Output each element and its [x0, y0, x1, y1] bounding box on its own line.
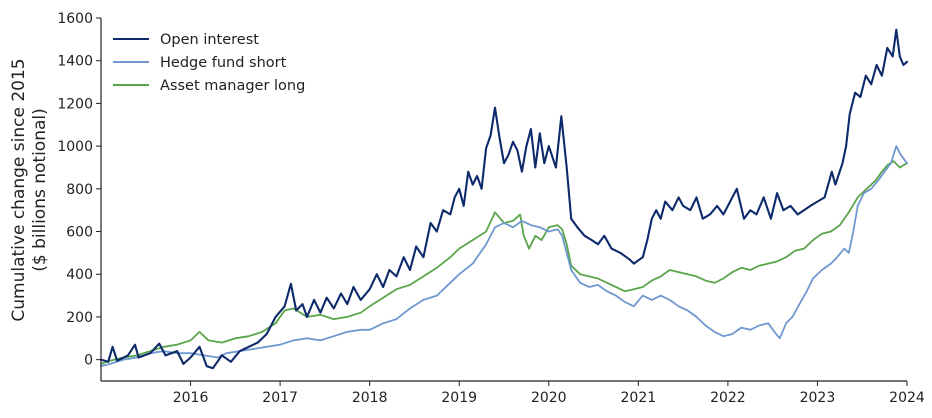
x-tick-label: 2019 — [441, 390, 477, 406]
x-tick-label: 2021 — [621, 390, 657, 406]
x-tick-label: 2022 — [710, 390, 746, 406]
series-line-open-interest — [99, 28, 909, 370]
y-axis-title-line2: ($ billions notional) — [30, 108, 50, 271]
x-tick-label: 2018 — [352, 390, 388, 406]
series-line-asset-manager-long — [100, 160, 908, 365]
x-tick-label: 2017 — [262, 390, 298, 406]
x-tick-label: 2023 — [800, 390, 836, 406]
x-tick-label: 2020 — [531, 390, 567, 406]
y-tick-label: 200 — [66, 310, 93, 326]
y-tick-label: 600 — [66, 225, 93, 241]
x-tick-label: 2016 — [173, 390, 209, 406]
y-tick-label: 1600 — [57, 11, 93, 27]
y-axis-title-line1: Cumulative change since 2015 — [9, 58, 29, 321]
y-tick-label: 1000 — [57, 139, 93, 155]
legend-label: Asset manager long — [160, 78, 305, 94]
y-tick-label: 1200 — [57, 96, 93, 112]
legend-label: Open interest — [160, 32, 259, 48]
y-tick-label: 800 — [66, 182, 93, 198]
y-tick-label: 400 — [66, 267, 93, 283]
x-tick-label: 2024 — [889, 390, 925, 406]
series-line-hedge-fund-short — [100, 145, 908, 367]
y-tick-label: 1400 — [57, 54, 93, 70]
y-tick-label: 0 — [84, 353, 93, 369]
legend-label: Hedge fund short — [160, 55, 287, 71]
